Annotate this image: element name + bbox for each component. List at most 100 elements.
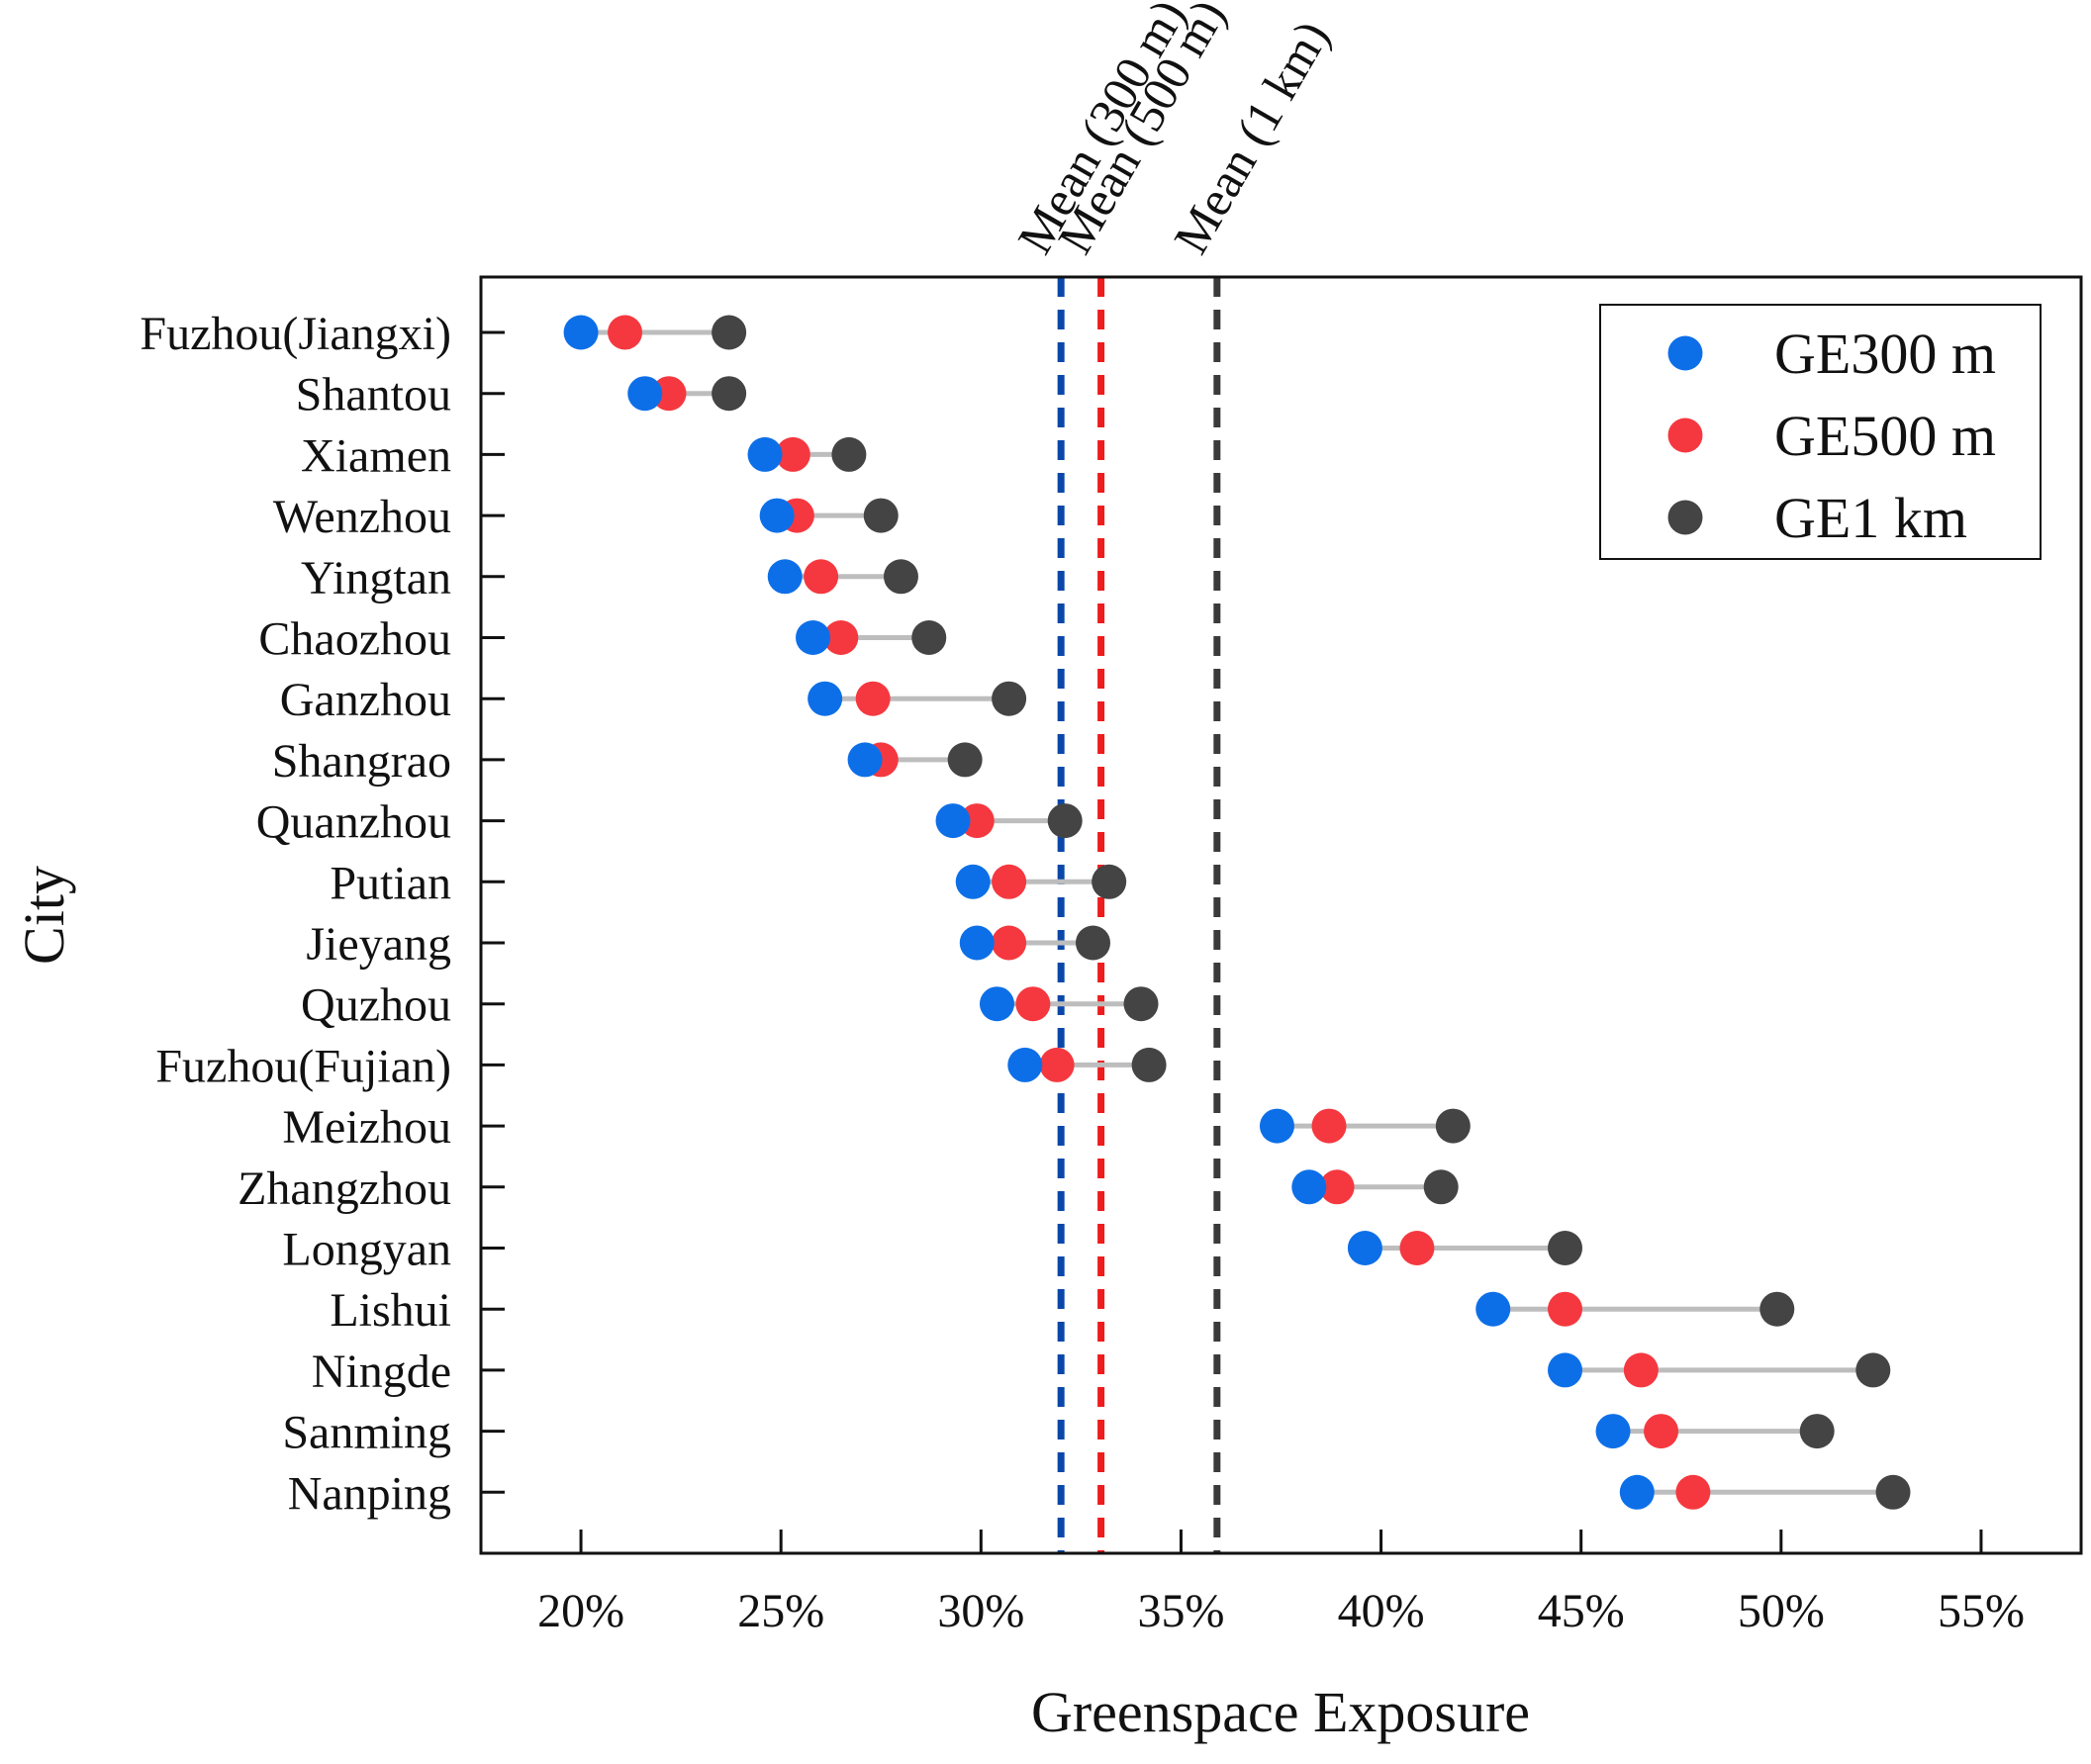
data-point xyxy=(823,620,859,655)
data-point xyxy=(1311,1108,1347,1144)
data-point xyxy=(1875,1474,1911,1510)
data-point xyxy=(1619,1474,1655,1510)
data-point xyxy=(1548,1291,1583,1327)
y-tick-label: Nanping xyxy=(288,1467,451,1520)
data-point xyxy=(627,376,663,412)
plot-frame xyxy=(479,275,2083,1555)
y-tick-label: Quzhou xyxy=(301,979,451,1032)
mean-lines xyxy=(1057,277,1221,1553)
data-point xyxy=(796,620,831,655)
data-point xyxy=(759,498,795,533)
legend-label: GE1 km xyxy=(1774,486,1967,550)
y-axis-title: City xyxy=(12,866,76,965)
data-point xyxy=(1076,925,1111,961)
y-tick-label: Lishui xyxy=(330,1284,451,1337)
y-tick-label: Xiamen xyxy=(301,429,451,482)
data-point xyxy=(883,559,918,595)
x-tick-label: 35% xyxy=(1137,1585,1224,1637)
data-point xyxy=(1675,1474,1711,1510)
data-point xyxy=(1123,986,1159,1022)
legend-marker xyxy=(1667,500,1703,535)
y-tick-label: Shantou xyxy=(296,369,451,421)
data-point xyxy=(608,315,643,350)
data-point xyxy=(959,925,995,961)
data-point xyxy=(563,315,599,350)
y-tick-label: Sanming xyxy=(282,1407,451,1459)
x-tick-label: 50% xyxy=(1738,1585,1825,1637)
data-point xyxy=(959,803,995,839)
y-tick-label: Wenzhou xyxy=(273,491,451,543)
data-point xyxy=(651,376,687,412)
data-point xyxy=(1595,1414,1631,1449)
y-tick-label: Ganzhou xyxy=(280,674,451,726)
x-tick-label: 55% xyxy=(1938,1585,2025,1637)
y-tick-label: Chaozhou xyxy=(258,613,451,666)
x-tick-label: 20% xyxy=(537,1585,624,1637)
data-point xyxy=(1548,1352,1583,1388)
data-point xyxy=(979,986,1014,1022)
data-point xyxy=(712,376,747,412)
legend-marker xyxy=(1667,335,1703,371)
x-tick-label: 25% xyxy=(737,1585,824,1637)
legend-label: GE500 m xyxy=(1774,404,1996,468)
y-tick-label: Jieyang xyxy=(306,918,451,971)
data-point xyxy=(1423,1169,1459,1205)
data-point xyxy=(1015,986,1051,1022)
data-point xyxy=(1347,1231,1382,1265)
data-point xyxy=(847,742,883,778)
x-axis: 20% 25% 30% 35% 40% 45% 50% 55% xyxy=(537,1530,2025,1637)
data-point xyxy=(1047,803,1083,839)
data-point xyxy=(1092,864,1127,899)
data-point xyxy=(992,925,1027,961)
data-point xyxy=(1644,1414,1679,1449)
data-point xyxy=(992,681,1027,716)
y-tick-label: Putian xyxy=(330,857,451,909)
x-tick-label: 30% xyxy=(937,1585,1024,1637)
data-point xyxy=(804,559,839,595)
data-point xyxy=(992,864,1027,899)
data-point xyxy=(831,436,867,472)
data-point xyxy=(767,559,803,595)
data-point xyxy=(1548,1231,1583,1265)
mean-labels: Mean (300 m)Mean (500 m)Mean (1 km) xyxy=(1006,0,1340,263)
data-point xyxy=(1131,1047,1167,1082)
data-point xyxy=(712,315,747,350)
data-point xyxy=(947,742,983,778)
data-point xyxy=(1039,1047,1075,1082)
data-point xyxy=(1623,1352,1659,1388)
y-tick-label: Shangrao xyxy=(272,735,451,788)
y-tick-label: Fuzhou(Fujian) xyxy=(155,1040,451,1092)
y-tick-label: Meizhou xyxy=(282,1101,451,1154)
data-point xyxy=(808,681,843,716)
legend-label: GE300 m xyxy=(1774,322,1996,386)
data-point xyxy=(1007,1047,1043,1082)
data-point xyxy=(1799,1414,1835,1449)
y-tick-label: Ningde xyxy=(312,1346,451,1398)
y-tick-label: Yingtan xyxy=(301,552,451,604)
data-point xyxy=(1291,1169,1327,1205)
x-tick-label: 40% xyxy=(1338,1585,1425,1637)
data-point xyxy=(911,620,947,655)
data-point xyxy=(1759,1291,1795,1327)
data-point xyxy=(747,436,783,472)
x-tick-label: 45% xyxy=(1538,1585,1625,1637)
data-point xyxy=(1855,1352,1891,1388)
y-tick-label: Zhangzhou xyxy=(238,1162,451,1215)
data-points xyxy=(563,315,1911,1510)
y-tick-label: Quanzhou xyxy=(256,796,451,849)
y-tick-label: Fuzhou(Jiangxi) xyxy=(140,308,451,360)
data-point xyxy=(1475,1291,1511,1327)
y-axis: Fuzhou(Jiangxi) Shantou Xiamen Wenzhou Yingt… xyxy=(140,308,505,1520)
data-point xyxy=(863,498,899,533)
data-point xyxy=(775,436,810,472)
data-point xyxy=(1435,1108,1471,1144)
data-point xyxy=(855,681,891,716)
data-point xyxy=(955,864,991,899)
legend: GE300 m GE500 m GE1 km xyxy=(1599,304,2042,560)
x-axis-title: Greenspace Exposure xyxy=(1031,1680,1530,1744)
data-point xyxy=(1319,1169,1355,1205)
legend-marker xyxy=(1667,418,1703,453)
data-point xyxy=(1259,1108,1294,1144)
data-point xyxy=(1399,1231,1435,1265)
